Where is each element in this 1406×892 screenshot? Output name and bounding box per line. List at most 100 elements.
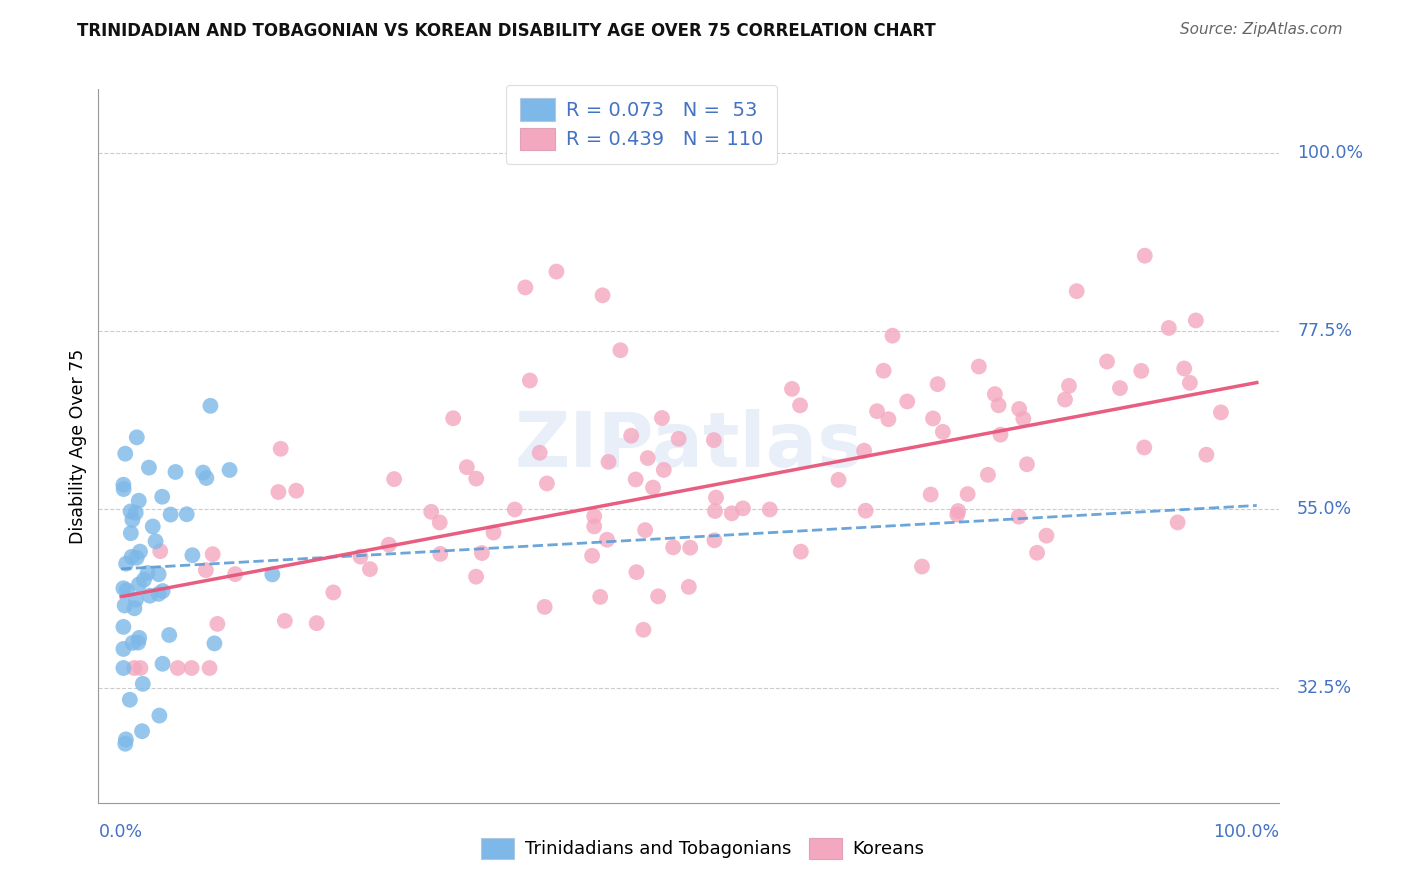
Point <box>218 463 240 477</box>
Point <box>1133 249 1156 263</box>
Point <box>637 451 659 466</box>
Point <box>546 264 568 278</box>
Point <box>1167 516 1189 530</box>
Point <box>920 487 942 501</box>
Point <box>122 661 145 675</box>
Point <box>977 467 1000 482</box>
Point <box>127 635 149 649</box>
Point <box>679 541 702 555</box>
Point <box>114 599 136 613</box>
Point <box>482 525 505 540</box>
Point <box>704 491 727 505</box>
Point <box>200 399 222 413</box>
Point <box>142 519 165 533</box>
Point <box>647 590 669 604</box>
Point <box>148 708 170 723</box>
Point <box>112 582 135 596</box>
Point <box>429 516 451 530</box>
Legend: Trinidadians and Tobagonians, Koreans: Trinidadians and Tobagonians, Koreans <box>471 827 935 870</box>
Point <box>911 559 934 574</box>
Point <box>176 508 198 522</box>
Legend: R = 0.073   N =  53, R = 0.439   N = 110: R = 0.073 N = 53, R = 0.439 N = 110 <box>506 85 778 163</box>
Point <box>780 382 803 396</box>
Point <box>121 549 143 564</box>
Point <box>201 547 224 561</box>
Point <box>987 398 1010 412</box>
Point <box>668 432 690 446</box>
Point <box>1195 448 1218 462</box>
Point <box>1178 376 1201 390</box>
Point <box>121 636 143 650</box>
Point <box>703 533 725 548</box>
Point <box>519 374 541 388</box>
Point <box>465 472 488 486</box>
Point <box>678 580 700 594</box>
Point <box>124 601 146 615</box>
Point <box>456 460 478 475</box>
Point <box>583 509 606 524</box>
Point <box>990 427 1012 442</box>
Point <box>138 460 160 475</box>
Point <box>1035 529 1057 543</box>
Point <box>789 398 811 412</box>
Point <box>662 541 685 555</box>
Point <box>536 476 558 491</box>
Point <box>626 565 648 579</box>
Point <box>1057 379 1080 393</box>
Point <box>583 519 606 533</box>
Point <box>359 562 381 576</box>
Point <box>191 466 214 480</box>
Point <box>128 493 150 508</box>
Point <box>420 505 443 519</box>
Point <box>1109 381 1132 395</box>
Point <box>946 508 969 522</box>
Point <box>121 513 143 527</box>
Point <box>128 577 150 591</box>
Point <box>262 567 284 582</box>
Point <box>1026 546 1049 560</box>
Point <box>624 472 647 486</box>
Point <box>827 473 849 487</box>
Point <box>651 411 673 425</box>
Point <box>853 443 876 458</box>
Text: 100.0%: 100.0% <box>1298 144 1364 161</box>
Point <box>195 471 218 485</box>
Point <box>592 288 614 302</box>
Point <box>1173 361 1195 376</box>
Point <box>115 583 138 598</box>
Point <box>515 280 537 294</box>
Point <box>790 544 813 558</box>
Point <box>148 587 170 601</box>
Point <box>157 628 180 642</box>
Point <box>589 590 612 604</box>
Point <box>129 661 152 675</box>
Point <box>956 487 979 501</box>
Point <box>349 549 371 564</box>
Point <box>967 359 990 374</box>
Point <box>148 567 170 582</box>
Text: 32.5%: 32.5% <box>1298 679 1353 697</box>
Point <box>927 377 949 392</box>
Point <box>581 549 603 563</box>
Point <box>882 328 904 343</box>
Point <box>598 455 620 469</box>
Point <box>855 504 877 518</box>
Point <box>731 501 754 516</box>
Point <box>152 657 174 671</box>
Point <box>634 523 657 537</box>
Point <box>180 661 202 675</box>
Point <box>932 425 955 439</box>
Point <box>704 504 727 518</box>
Point <box>609 343 631 358</box>
Point <box>465 570 488 584</box>
Point <box>159 508 181 522</box>
Point <box>1015 457 1038 471</box>
Point <box>139 589 162 603</box>
Text: 77.5%: 77.5% <box>1298 322 1353 340</box>
Point <box>1133 441 1156 455</box>
Point <box>115 557 138 571</box>
Point <box>114 737 136 751</box>
Point <box>866 404 889 418</box>
Point <box>1012 411 1035 425</box>
Point <box>471 546 494 560</box>
